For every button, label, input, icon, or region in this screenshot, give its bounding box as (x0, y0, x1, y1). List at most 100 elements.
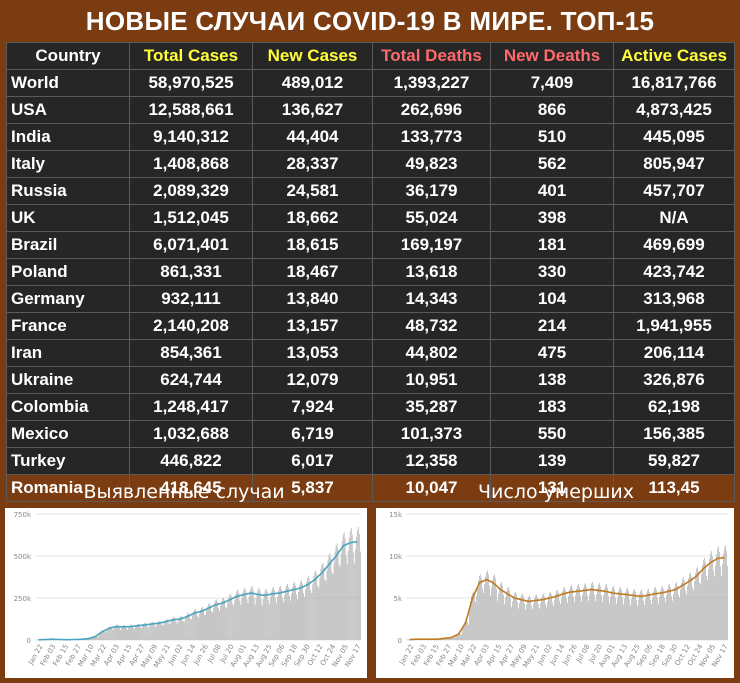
daily-bar (197, 616, 198, 640)
daily-bar (461, 635, 462, 640)
daily-bar (223, 597, 224, 640)
daily-bar (610, 597, 611, 640)
value-cell: 330 (491, 259, 614, 286)
daily-bar (139, 625, 140, 640)
country-cell: Germany (7, 286, 130, 313)
daily-bar (173, 617, 174, 640)
daily-bar (113, 630, 114, 640)
daily-bar (220, 606, 221, 640)
value-cell: 62,198 (614, 394, 735, 421)
daily-bar (641, 590, 642, 640)
value-cell: 475 (491, 340, 614, 367)
daily-bar (537, 597, 538, 640)
daily-bar (597, 588, 598, 640)
daily-bar (338, 549, 339, 640)
daily-bar (674, 587, 675, 640)
daily-bar (198, 618, 199, 640)
daily-bar (488, 575, 489, 640)
daily-bar (242, 598, 243, 640)
daily-bar (618, 591, 619, 640)
daily-bar (244, 589, 245, 640)
daily-bar (563, 588, 564, 640)
daily-bar (694, 581, 695, 640)
daily-bar (695, 573, 696, 640)
daily-bar (276, 603, 277, 640)
daily-bar (616, 604, 617, 640)
daily-bar (627, 588, 628, 640)
daily-bar (230, 594, 231, 640)
daily-bar (503, 595, 504, 640)
daily-bar (658, 603, 659, 640)
daily-bar (591, 584, 592, 640)
daily-bar (337, 543, 338, 640)
daily-bar (282, 598, 283, 640)
value-cell: 1,512,045 (130, 205, 253, 232)
daily-bar (502, 586, 503, 640)
daily-bar (635, 592, 636, 640)
daily-bar (349, 538, 350, 640)
daily-bar (301, 580, 302, 640)
country-cell: France (7, 313, 130, 340)
value-cell: 44,404 (253, 124, 373, 151)
daily-bar (589, 594, 590, 640)
daily-bar (633, 590, 634, 640)
daily-bar (652, 597, 653, 640)
daily-bar (688, 578, 689, 640)
daily-bar (722, 564, 723, 640)
daily-bar (292, 587, 293, 640)
daily-bar (631, 599, 632, 640)
daily-bar (304, 597, 305, 640)
daily-bar (720, 567, 721, 640)
daily-bar (639, 594, 640, 640)
daily-bar (353, 552, 354, 640)
daily-bar (531, 605, 532, 640)
value-cell: 562 (491, 151, 614, 178)
daily-bar (599, 583, 600, 640)
daily-bar (637, 606, 638, 640)
daily-bar (150, 623, 151, 640)
daily-bar (710, 553, 711, 640)
daily-bar (478, 580, 479, 640)
country-cell: Italy (7, 151, 130, 178)
daily-bar (493, 576, 494, 640)
daily-bar (549, 593, 550, 640)
daily-bar (513, 596, 514, 640)
daily-bar (224, 600, 225, 640)
daily-bar (603, 595, 604, 640)
daily-bar (623, 605, 624, 640)
page-title: НОВЫЕ СЛУЧАИ COVID-19 В МИРЕ. ТОП-15 (0, 0, 740, 42)
daily-bar (238, 593, 239, 640)
daily-bar (672, 601, 673, 640)
value-cell: 13,840 (253, 286, 373, 313)
daily-bar (214, 603, 215, 640)
daily-bar (168, 620, 169, 640)
daily-bar (483, 593, 484, 640)
daily-bar (193, 612, 194, 640)
daily-bar (146, 624, 147, 640)
value-cell: 854,361 (130, 340, 253, 367)
daily-bar (570, 586, 571, 640)
daily-bar (286, 585, 287, 640)
daily-bar (535, 596, 536, 640)
daily-bar (119, 628, 120, 640)
value-cell: 55,024 (373, 205, 491, 232)
daily-bar (583, 588, 584, 640)
daily-bar (477, 587, 478, 640)
daily-bar (726, 551, 727, 640)
value-cell: 457,707 (614, 178, 735, 205)
daily-bar (600, 586, 601, 640)
daily-bar (98, 637, 99, 640)
header-country: Country (7, 43, 130, 70)
daily-bar (316, 575, 317, 640)
cases-chart-title: Выявленные случаи (0, 478, 368, 508)
daily-bar (163, 626, 164, 640)
daily-bar (348, 550, 349, 640)
daily-bar (249, 597, 250, 640)
value-cell: 313,968 (614, 286, 735, 313)
